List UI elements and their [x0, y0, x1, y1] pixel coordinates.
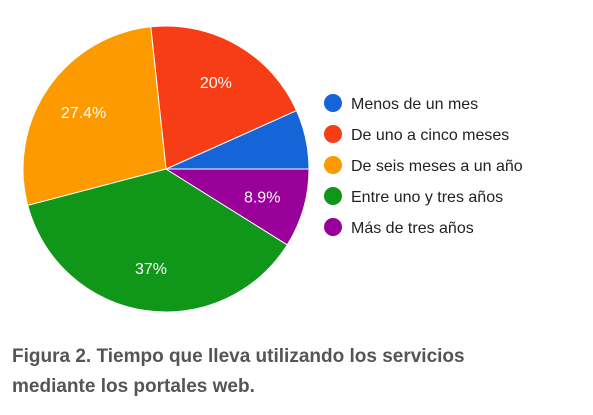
legend-label-menos-de-un-mes: Menos de un mes [351, 96, 478, 113]
legend-marker-mas-de-tres-anos [324, 218, 342, 236]
slice-label-de-seis-meses-a-un-ano: 27.4% [61, 105, 106, 122]
pie-chart: 20% 27.4% 37% 8.9% Menos de un mes De uno a … [22, 25, 523, 313]
pie-slices [22, 25, 310, 313]
legend-marker-de-uno-a-cinco-meses [324, 125, 342, 143]
caption-line-2: mediante los portales web. [12, 376, 255, 397]
legend-marker-entre-uno-y-tres-anos [324, 187, 342, 205]
pie-slice-de-uno-a-cinco-meses [150, 25, 298, 170]
slice-label-entre-uno-y-tres-anos: 37% [135, 261, 167, 278]
legend-marker-menos-de-un-mes [324, 94, 342, 112]
legend-label-mas-de-tres-anos: Más de tres años [351, 220, 474, 237]
slice-label-de-uno-a-cinco-meses: 20% [200, 75, 232, 92]
pie-slice-labels: 20% 27.4% 37% 8.9% [61, 75, 281, 278]
chart-legend: Menos de un mes De uno a cinco meses De se… [324, 94, 523, 237]
slice-label-mas-de-tres-anos: 8.9% [244, 190, 280, 207]
legend-label-de-seis-meses-a-un-ano: De seis meses a un año [351, 158, 523, 175]
figure-caption: Figura 2. Tiempo que lleva utilizando lo… [12, 342, 582, 402]
pie-slice-mas-de-tres-anos [164, 168, 310, 246]
caption-line-1: Figura 2. Tiempo que lleva utilizando lo… [12, 346, 465, 367]
legend-label-entre-uno-y-tres-anos: Entre uno y tres años [351, 189, 503, 206]
legend-label-de-uno-a-cinco-meses: De uno a cinco meses [351, 127, 509, 144]
pie-slice-de-seis-meses-a-un-ano [22, 26, 167, 207]
legend-marker-de-seis-meses-a-un-ano [324, 156, 342, 174]
